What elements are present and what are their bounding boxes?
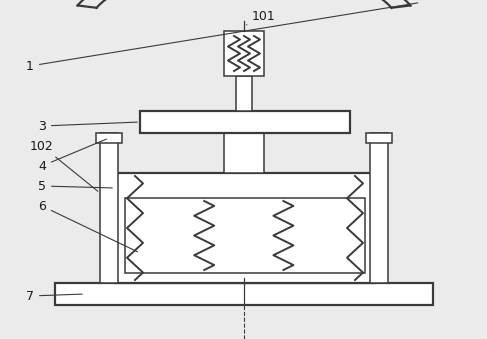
Bar [140, 111, 350, 133]
Bar [236, 76, 252, 111]
Bar [96, 133, 122, 143]
Bar [224, 31, 264, 76]
Bar [100, 133, 118, 283]
Text: 1: 1 [26, 3, 418, 73]
Text: 6: 6 [38, 199, 137, 252]
Text: 7: 7 [26, 290, 82, 302]
Bar [366, 133, 392, 143]
Bar [224, 133, 264, 173]
Text: 2: 2 [0, 338, 1, 339]
Text: 101: 101 [246, 11, 276, 25]
Text: 5: 5 [38, 179, 112, 193]
Text: 3: 3 [38, 120, 137, 133]
Text: 4: 4 [38, 139, 107, 173]
Text: 102: 102 [30, 140, 98, 191]
Bar [115, 173, 375, 283]
Bar [125, 198, 365, 273]
Bar [370, 133, 388, 283]
Bar [55, 283, 433, 305]
